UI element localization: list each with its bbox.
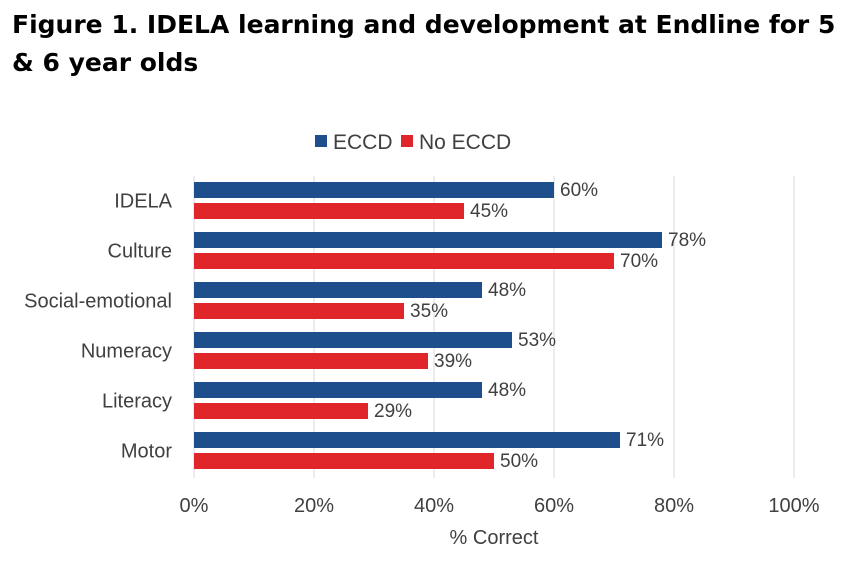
legend-label: No ECCD: [419, 131, 511, 154]
x-tick-label: 100%: [768, 495, 819, 517]
x-tick-label: 20%: [294, 495, 334, 517]
bar: [194, 182, 554, 198]
bar: [194, 332, 512, 348]
category-label: Literacy: [102, 391, 172, 413]
data-label: 48%: [488, 380, 526, 401]
gridlines: [193, 176, 795, 478]
bars: [194, 182, 662, 469]
bar: [194, 253, 614, 269]
legend-swatch: [401, 135, 413, 147]
x-tick-label: 0%: [180, 495, 209, 517]
legend-swatch: [315, 135, 327, 147]
data-label: 71%: [626, 430, 664, 451]
data-label: 78%: [668, 230, 706, 251]
data-label: 45%: [470, 201, 508, 222]
data-label: 70%: [620, 251, 658, 272]
value-labels: 60% 45% 78% 70% 48% 35% 53% 39% 48% 29% 71% 50%: [374, 180, 706, 472]
bar: [194, 382, 482, 398]
x-tick-labels: 0% 20% 40% 60% 80% 100%: [180, 495, 820, 517]
data-label: 48%: [488, 280, 526, 301]
category-label: Motor: [121, 441, 172, 463]
category-label: IDELA: [114, 191, 172, 213]
data-label: 29%: [374, 401, 412, 422]
bar: [194, 403, 368, 419]
x-tick-label: 60%: [534, 495, 574, 517]
bar: [194, 353, 428, 369]
legend: ECCD No ECCD: [315, 131, 511, 154]
data-label: 53%: [518, 330, 556, 351]
data-label: 35%: [410, 301, 448, 322]
figure-title: Figure 1. IDELA learning and development…: [12, 10, 836, 77]
x-tick-label: 40%: [414, 495, 454, 517]
bar: [194, 232, 662, 248]
category-label: Culture: [108, 241, 172, 263]
bar: [194, 203, 464, 219]
bar: [194, 303, 404, 319]
bar: [194, 432, 620, 448]
x-axis-label: % Correct: [450, 527, 539, 549]
data-label: 60%: [560, 180, 598, 201]
data-label: 50%: [500, 451, 538, 472]
x-tick-label: 80%: [654, 495, 694, 517]
legend-label: ECCD: [333, 131, 393, 154]
category-label: Social-emotional: [24, 291, 172, 313]
data-label: 39%: [434, 351, 472, 372]
category-labels: IDELA Culture Social-emotional Numeracy Lite…: [24, 191, 173, 463]
bar: [194, 453, 494, 469]
bar: [194, 282, 482, 298]
category-label: Numeracy: [81, 341, 172, 363]
